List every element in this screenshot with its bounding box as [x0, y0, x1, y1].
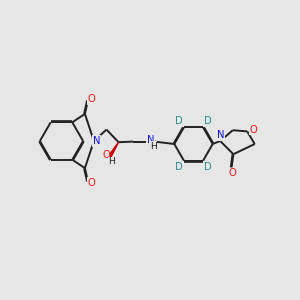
Polygon shape	[109, 142, 118, 157]
Text: D: D	[204, 116, 212, 126]
Text: N: N	[146, 135, 154, 145]
Text: H: H	[150, 142, 157, 151]
Text: H: H	[109, 158, 115, 166]
Text: O: O	[249, 124, 257, 135]
Text: D: D	[204, 162, 212, 172]
Text: O: O	[228, 168, 236, 178]
Text: D: D	[176, 116, 183, 126]
Text: O: O	[102, 150, 110, 160]
Text: O: O	[88, 178, 96, 188]
Text: D: D	[176, 162, 183, 172]
Text: N: N	[217, 130, 224, 140]
Text: O: O	[88, 94, 96, 104]
Text: N: N	[93, 136, 101, 146]
